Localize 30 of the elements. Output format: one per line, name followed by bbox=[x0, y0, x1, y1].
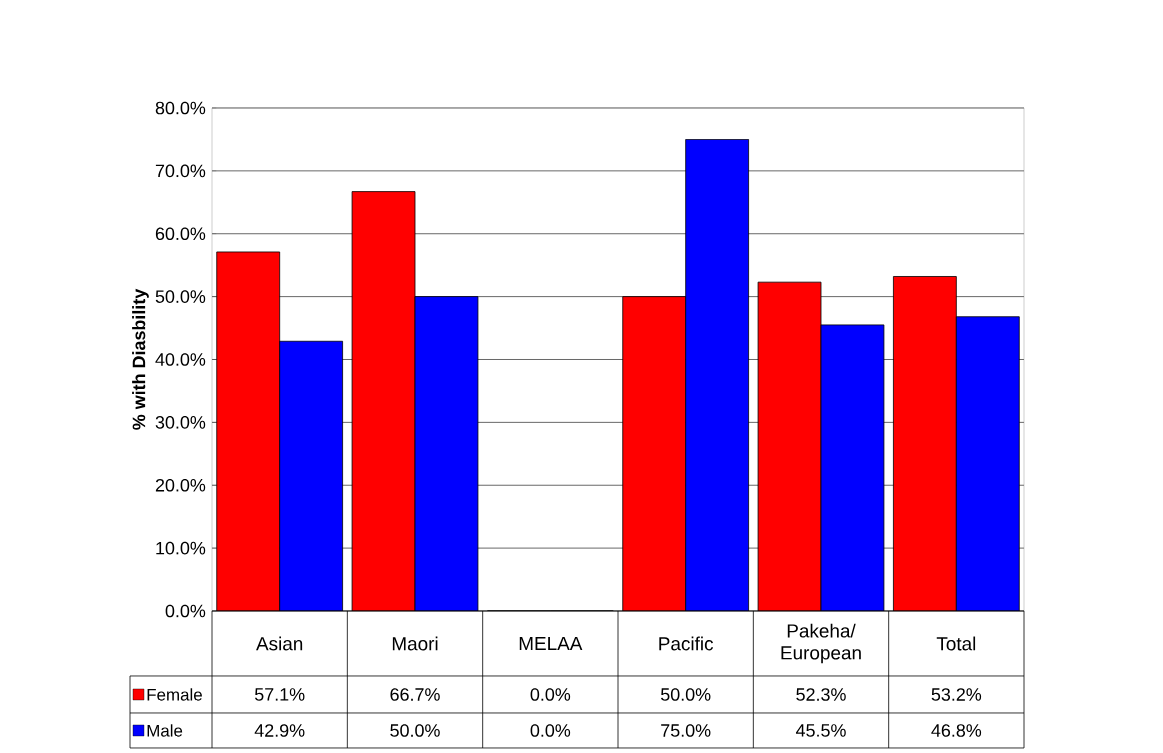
data-label: 46.8% bbox=[931, 724, 982, 737]
x-tick-label: MELAA bbox=[519, 636, 583, 650]
legend-label: Male bbox=[147, 724, 183, 737]
data-label: 52.3% bbox=[796, 688, 846, 701]
legend-label: Female bbox=[147, 688, 202, 701]
data-label: 53.2% bbox=[931, 688, 982, 701]
y-tick-label: 20.0% bbox=[155, 478, 206, 492]
data-label: 50.0% bbox=[660, 688, 711, 701]
y-tick-label: 30.0% bbox=[155, 416, 206, 429]
x-tick-label: Total bbox=[936, 636, 976, 651]
data-label: 50.0% bbox=[390, 724, 440, 737]
y-tick-label: 80.0% bbox=[155, 101, 206, 115]
x-tick-label: Maori bbox=[392, 636, 438, 651]
y-tick-label: 70.0% bbox=[155, 164, 206, 178]
y-tick-label: 60.0% bbox=[155, 227, 206, 241]
data-label: 0.0% bbox=[530, 688, 571, 701]
y-axis-title: % with Diasbility bbox=[132, 288, 149, 430]
x-tick-label: Asian bbox=[256, 636, 303, 651]
y-tick-label: 40.0% bbox=[155, 353, 206, 366]
y-tick-label: 0.0% bbox=[165, 604, 206, 618]
data-label: 0.0% bbox=[530, 724, 571, 737]
data-label: 45.5% bbox=[795, 724, 846, 737]
x-tick-label: Pakeha/ European bbox=[781, 623, 861, 664]
y-tick-label: 50.0% bbox=[155, 290, 206, 303]
data-label: 57.1% bbox=[254, 688, 305, 701]
y-tick-label: 10.0% bbox=[156, 541, 206, 555]
x-tick-label: Pacific bbox=[659, 636, 714, 651]
data-label: 66.7% bbox=[390, 688, 440, 701]
data-label: 75.0% bbox=[661, 724, 711, 737]
data-label: 42.9% bbox=[254, 724, 305, 737]
